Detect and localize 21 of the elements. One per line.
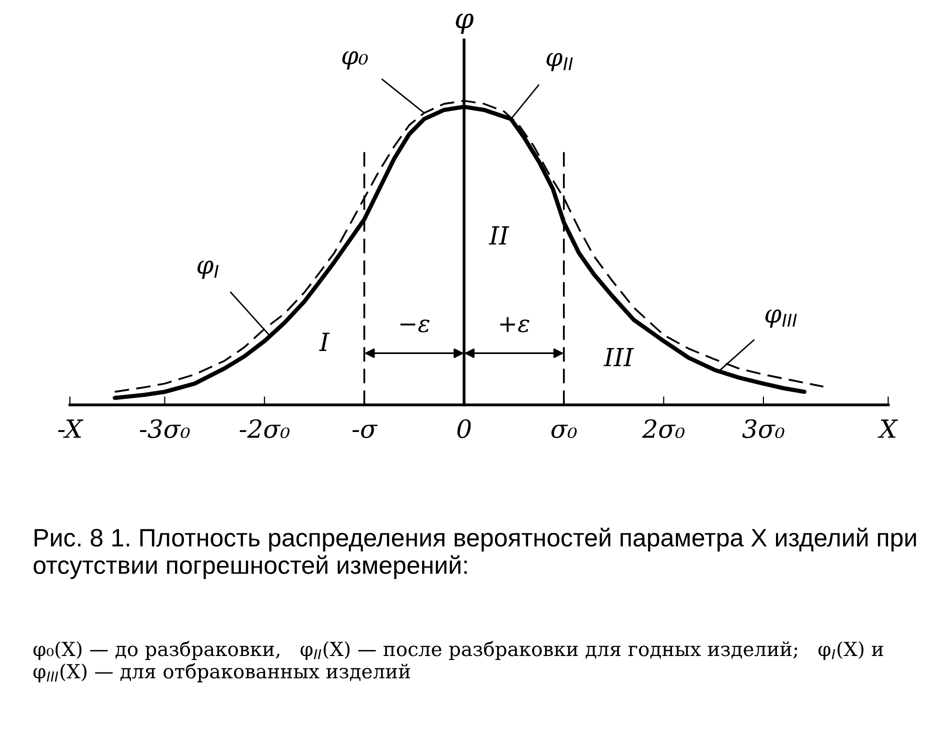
annotation: I: [319, 332, 330, 351]
annotation: φ$_{III}$: [765, 310, 797, 328]
annotation: II: [488, 226, 510, 245]
annotation: φ$_{II}$: [546, 52, 573, 72]
y-axis-title: φ: [456, 14, 474, 34]
annotation: φ$_{I}$: [197, 260, 219, 279]
x-tick-label: 3σ₀: [742, 419, 784, 438]
x-tick-label: 2σ₀: [642, 419, 684, 438]
text: φ₀: [342, 51, 368, 70]
x-tick-label: -σ: [352, 424, 378, 438]
x-tick-label: X: [878, 420, 898, 438]
x-tick-label: σ₀: [551, 424, 577, 438]
x-tick-label: 0: [457, 419, 471, 438]
annotation: +ε: [500, 317, 530, 332]
x-tick-label: -3σ₀: [140, 419, 190, 438]
x-tick-label: -2σ₀: [240, 419, 290, 438]
annotation: −ε: [400, 320, 430, 332]
x-tick-label: -X: [58, 420, 84, 438]
annotation: III: [604, 348, 634, 366]
text: Рис. 8 1. Плотность распределения вероятностей параметра X изделий при отсутствии погрешностей измерений:: [34, 528, 916, 579]
text: φ₀(X) — до разбраковки, φ$_{II}$(X) — после разбраковки для годных изделий; φ$_{I}$(X) и φ$_{III}$(X) — для отбракованных изделий: [33, 640, 884, 682]
